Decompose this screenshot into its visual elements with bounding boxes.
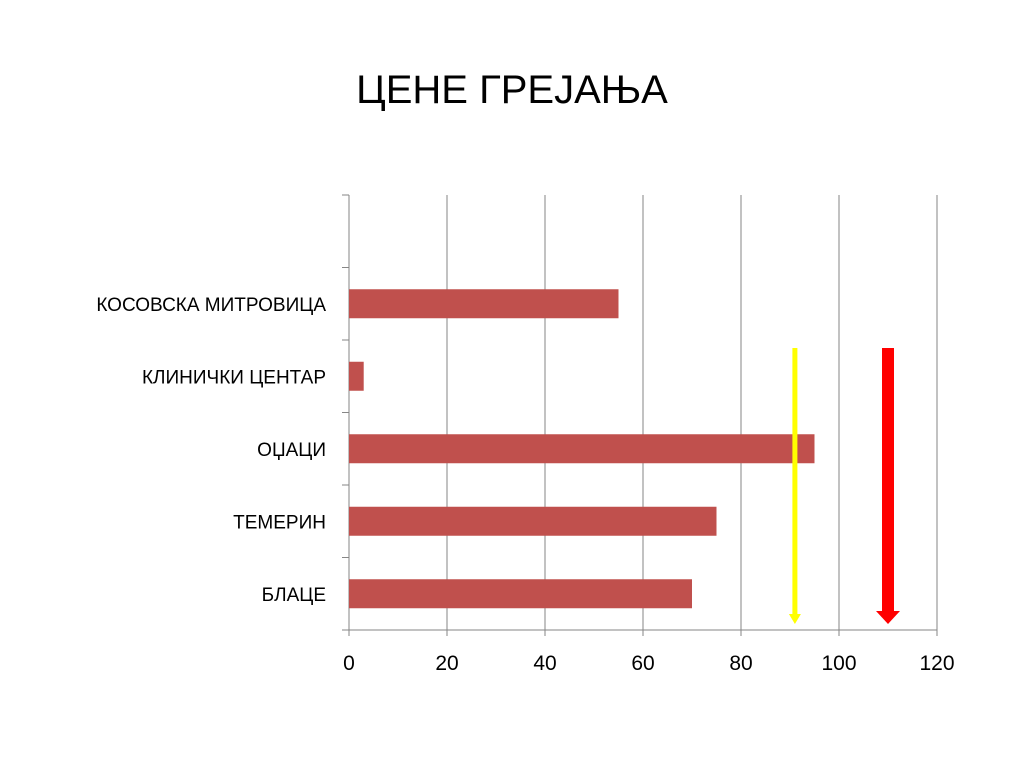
slide-title: ЦЕНЕ ГРЕЈАЊА: [356, 68, 668, 112]
x-tick-label: 120: [919, 652, 954, 675]
labels: КОСОВСКА МИТРОВИЦА КЛИНИЧКИ ЦЕНТАР ОЏАЦИ ТЕ…: [96, 295, 954, 675]
x-tick-label: 0: [343, 652, 355, 675]
category-label: ОЏАЦИ: [257, 440, 326, 461]
red-arrow-head: [876, 611, 900, 624]
axes: [342, 194, 938, 636]
bar: [349, 289, 619, 319]
category-label: ТЕМЕРИН: [233, 512, 326, 533]
x-tick-label: 40: [533, 652, 556, 675]
x-tick-label: 100: [821, 652, 856, 675]
bars: [349, 289, 815, 609]
category-label: БЛАЦЕ: [262, 585, 326, 606]
x-tick-label: 20: [435, 652, 458, 675]
bar: [349, 361, 364, 391]
bar: [349, 579, 692, 609]
gridlines: [446, 195, 938, 630]
x-tick-label: 60: [631, 652, 654, 675]
yellow-arrow-head: [788, 614, 801, 624]
annotation-arrows: [788, 348, 900, 624]
bar: [349, 434, 815, 464]
bar: [349, 506, 717, 536]
category-label: КЛИНИЧКИ ЦЕНТАР: [142, 367, 326, 388]
red-arrow-shaft: [882, 348, 894, 612]
x-tick-label: 80: [729, 652, 752, 675]
category-label: КОСОВСКА МИТРОВИЦА: [96, 295, 326, 316]
yellow-arrow-shaft: [792, 348, 798, 616]
